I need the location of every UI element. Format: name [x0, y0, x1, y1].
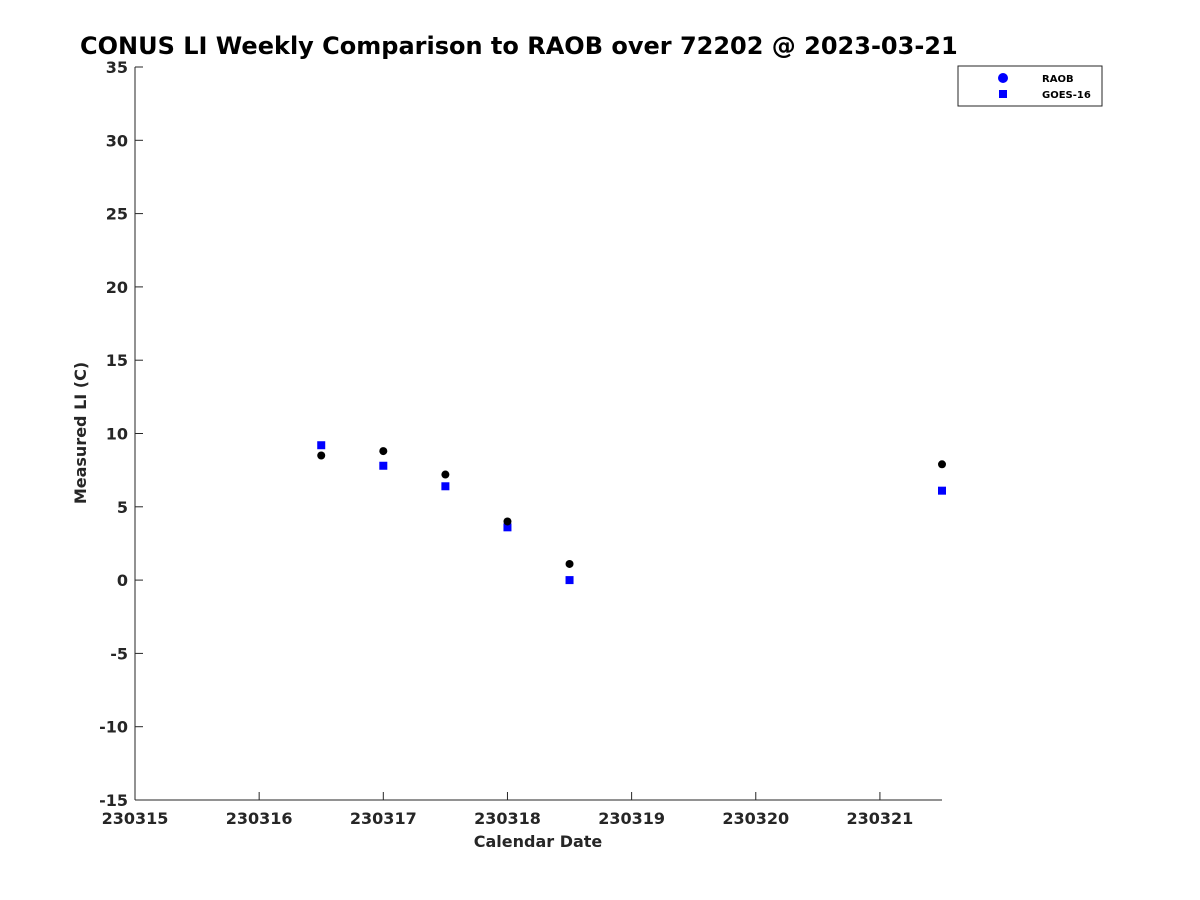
y-tick-label: 10: [106, 425, 128, 444]
x-tick-label: 230317: [350, 809, 417, 828]
legend-goes-label: GOES-16: [1042, 90, 1091, 101]
legend: RAOB GOES-16: [957, 65, 1103, 107]
y-tick-label: 30: [106, 131, 128, 150]
y-tick-label: 20: [106, 278, 128, 297]
x-axis-label: Calendar Date: [474, 832, 603, 851]
legend-raob-label: RAOB: [1042, 74, 1074, 85]
raob-point: [317, 451, 326, 460]
chart-title: CONUS LI Weekly Comparison to RAOB over …: [80, 32, 958, 60]
goes16-point: [441, 482, 450, 491]
goes16-point: [938, 486, 946, 495]
raob-point: [503, 517, 512, 526]
legend-box: [957, 65, 1103, 107]
y-ticks: -15 -10 -5 0 5 10 15 20 25 30 35: [99, 58, 143, 810]
legend-goes-marker: [999, 90, 1007, 98]
x-tick-label: 230320: [722, 809, 789, 828]
goes16-point: [565, 576, 574, 585]
legend-raob-marker: [998, 73, 1008, 83]
raob-point: [379, 447, 388, 456]
y-tick-label: 25: [106, 205, 128, 224]
raob-point: [565, 559, 574, 568]
x-tick-label: 230319: [598, 809, 665, 828]
raob-point: [441, 470, 450, 479]
goes16-point: [317, 441, 326, 450]
y-tick-label: 0: [117, 571, 128, 590]
y-tick-label: 15: [106, 351, 128, 370]
y-tick-label: 35: [106, 58, 128, 77]
goes16-point: [503, 523, 512, 532]
y-tick-label: -5: [110, 644, 128, 663]
x-ticks: 230315 230316 230317 230318 230319 230320 2303…: [102, 792, 914, 828]
y-tick-label: 5: [117, 498, 128, 517]
data-points: [317, 441, 946, 585]
axes: [134, 67, 942, 801]
y-axis-label: Measured LI (C): [71, 362, 90, 504]
x-tick-label: 230315: [102, 809, 169, 828]
x-tick-label: 230321: [847, 809, 914, 828]
raob-point: [938, 460, 946, 469]
y-tick-label: -10: [99, 718, 128, 737]
x-tick-label: 230316: [226, 809, 293, 828]
y-tick-label: -15: [99, 791, 128, 810]
x-tick-label: 230318: [474, 809, 541, 828]
goes16-point: [379, 461, 388, 470]
